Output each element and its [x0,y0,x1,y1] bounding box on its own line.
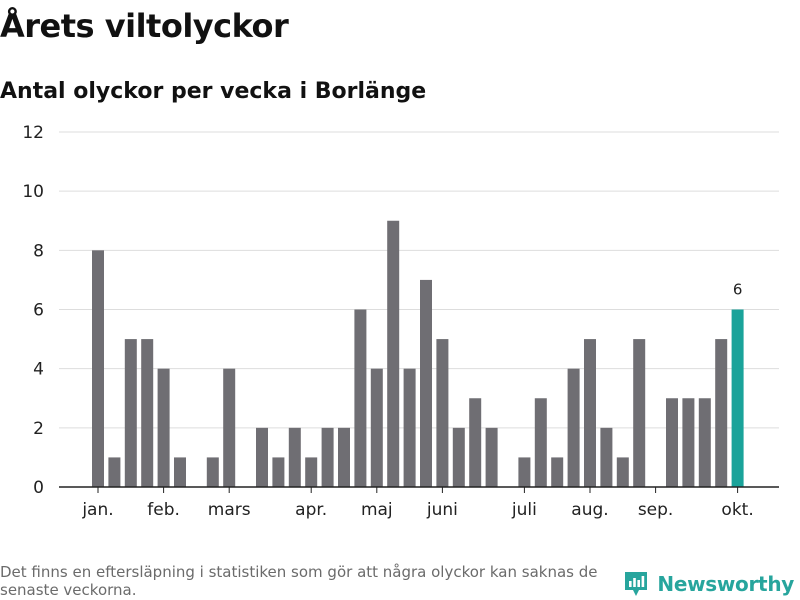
y-tick-label: 4 [33,360,44,380]
y-tick-label: 2 [33,419,44,439]
y-axis-ticks: 0 2 4 6 8 10 12 [22,123,44,498]
x-tick-label: feb. [147,500,180,520]
y-tick-label: 0 [33,478,44,498]
bar [567,368,580,487]
bar [485,427,498,487]
brand-name: Newsworthy [657,572,794,596]
x-tick-label: maj [361,500,393,520]
y-tick-label: 6 [33,301,44,321]
y-tick-label: 10 [22,182,44,202]
x-tick-label: jan. [81,500,113,520]
bar [141,339,154,487]
bar [387,220,400,487]
bar [518,457,531,487]
bar [534,398,547,487]
bars [92,220,744,487]
x-tick-label: apr. [295,500,327,520]
y-tick-label: 8 [33,241,44,261]
bar [682,398,695,487]
x-tick-label: juni [426,500,458,520]
newsworthy-logo-icon [625,572,648,596]
bar [321,427,334,487]
bar [469,398,482,487]
bar [157,368,170,487]
x-tick-label: juli [511,500,537,520]
bar [256,427,268,487]
bar [600,427,613,487]
bar-chart: 0 2 4 6 8 10 12 jan. feb. mars apr. maj juni juli aug… [22,123,779,520]
bar [288,427,301,487]
bar [354,309,367,487]
bar [551,457,564,487]
x-tick-label: sep. [638,500,674,520]
bar [92,250,104,487]
bar [338,427,350,487]
bar [436,339,449,487]
chart-title: Årets viltolyckor [0,7,289,45]
bar [616,457,629,487]
bar [666,398,678,487]
bar [223,368,236,487]
bar [420,279,432,487]
x-tick-label: aug. [571,500,608,520]
x-tick-label: okt. [721,500,753,520]
bar [452,427,465,487]
bar [633,339,646,487]
bar [715,339,728,487]
bar [370,368,383,487]
x-tick-label: mars [208,500,251,520]
brand-logo[interactable]: Newsworthy [623,568,794,600]
bar [403,368,416,487]
bar [272,457,285,487]
footnote: Det finns en eftersläpning i statistiken… [0,563,598,599]
data-label: 6 [733,281,743,299]
y-tick-label: 12 [22,123,44,143]
gridlines [59,131,779,429]
data-labels: 6 [733,281,743,299]
bar [108,457,121,487]
bar [174,457,186,487]
x-axis: jan. feb. mars apr. maj juni juli aug. sep. okt. [59,486,779,520]
chart-subtitle: Antal olyckor per vecka i Borlänge [0,79,427,104]
bar [698,398,711,487]
bar [584,339,596,487]
bar [305,457,318,487]
bar-highlight [731,309,744,487]
bar [206,457,219,487]
bar [124,339,137,487]
